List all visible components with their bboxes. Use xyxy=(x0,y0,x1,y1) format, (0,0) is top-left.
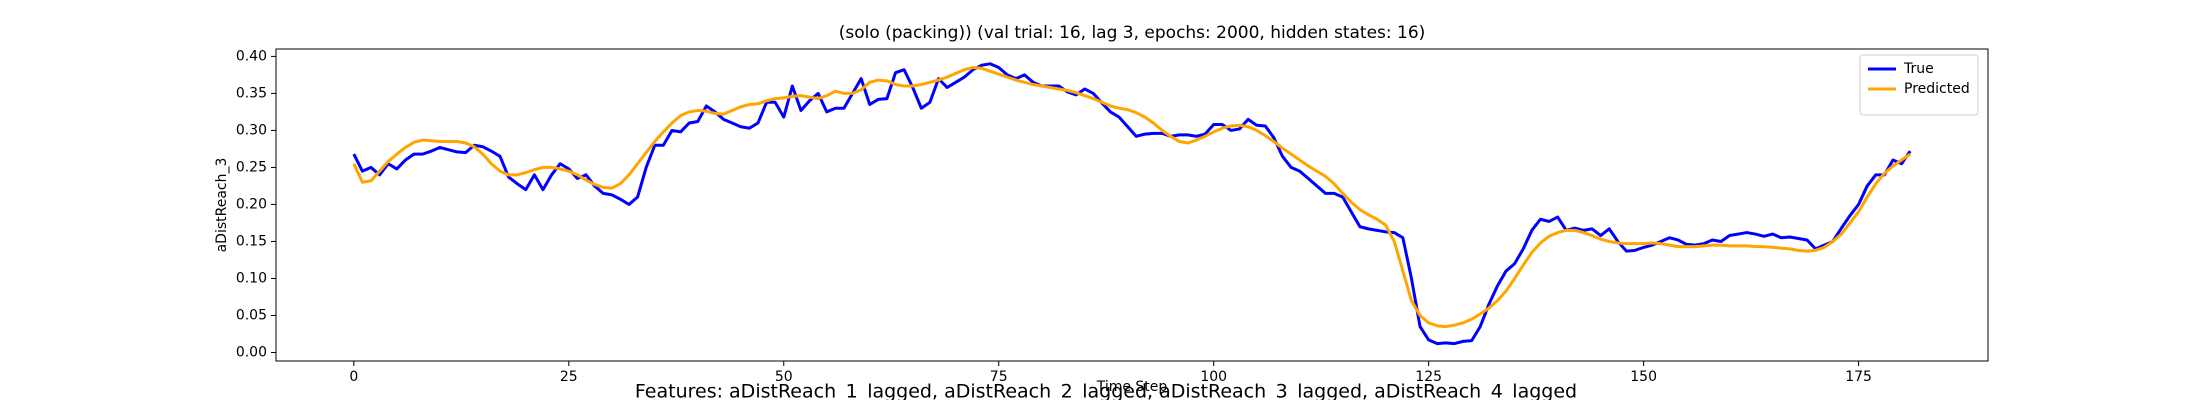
y-tick-label: 0.30 xyxy=(236,122,267,138)
x-tick-label: 75 xyxy=(990,369,1008,385)
legend-label: True xyxy=(1903,61,1934,77)
x-tick-label: 100 xyxy=(1200,369,1227,385)
x-tick-label: 25 xyxy=(560,369,578,385)
x-tick-label: 175 xyxy=(1845,369,1872,385)
chart-title: (solo (packing)) (val trial: 16, lag 3, … xyxy=(839,23,1426,43)
y-tick-label: 0.40 xyxy=(236,48,267,64)
y-axis-label: aDistReach_3 xyxy=(214,158,230,253)
y-tick-label: 0.35 xyxy=(236,85,267,101)
y-tick-label: 0.10 xyxy=(236,270,267,286)
y-tick-label: 0.15 xyxy=(236,233,267,249)
series-line xyxy=(352,66,1912,329)
x-tick-label: 150 xyxy=(1630,369,1657,385)
plot-frame xyxy=(275,48,1989,362)
y-tick-label: 0.00 xyxy=(236,344,267,360)
series-line xyxy=(352,62,1912,346)
x-axis-label: Time Step xyxy=(1096,379,1168,395)
legend-label: Predicted xyxy=(1904,81,1970,97)
x-tick-label: 50 xyxy=(775,369,793,385)
y-tick-label: 0.20 xyxy=(236,196,267,212)
y-tick-label: 0.25 xyxy=(236,159,267,175)
caption: Features: aDistReach_1_lagged, aDistReac… xyxy=(635,381,1577,400)
x-tick-label: 0 xyxy=(349,369,358,385)
x-tick-label: 125 xyxy=(1415,369,1442,385)
legend: True Predicted xyxy=(1859,54,1979,116)
y-tick-label: 0.05 xyxy=(236,307,267,323)
